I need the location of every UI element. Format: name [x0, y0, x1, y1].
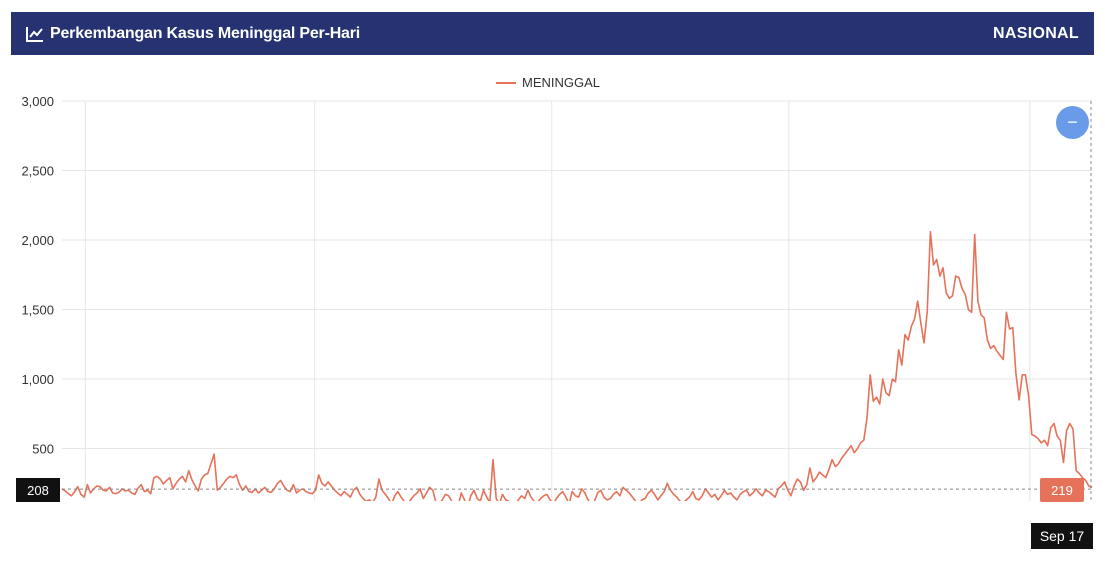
legend-label: MENINGGAL	[522, 75, 601, 90]
scope-label: NASIONAL	[993, 24, 1079, 42]
series-value-tooltip: 219	[1040, 478, 1084, 502]
y-tick-label: 1,500	[21, 303, 54, 318]
crosshair-date-label: Sep 17	[1031, 523, 1093, 549]
zoom-out-button[interactable]: −	[1056, 106, 1089, 139]
page-title: Perkembangan Kasus Meninggal Per-Hari	[50, 24, 361, 42]
header-title-group: Perkembangan Kasus Meninggal Per-Hari	[26, 25, 360, 43]
y-tick-label: 3,000	[21, 94, 54, 109]
y-tick-label: 500	[32, 442, 54, 457]
y-tick-label: 2,000	[21, 233, 54, 248]
y-tick-label: 2,500	[21, 164, 54, 179]
crosshair-y-label: 208	[16, 478, 60, 502]
y-tick-label: 1,000	[21, 372, 54, 387]
line-chart-icon	[26, 26, 44, 42]
chart-header: Perkembangan Kasus Meninggal Per-Hari NA…	[11, 12, 1094, 55]
series-line-meninggal	[61, 230, 1093, 501]
legend-swatch	[496, 81, 516, 84]
chart-legend[interactable]: MENINGGAL	[496, 75, 600, 90]
